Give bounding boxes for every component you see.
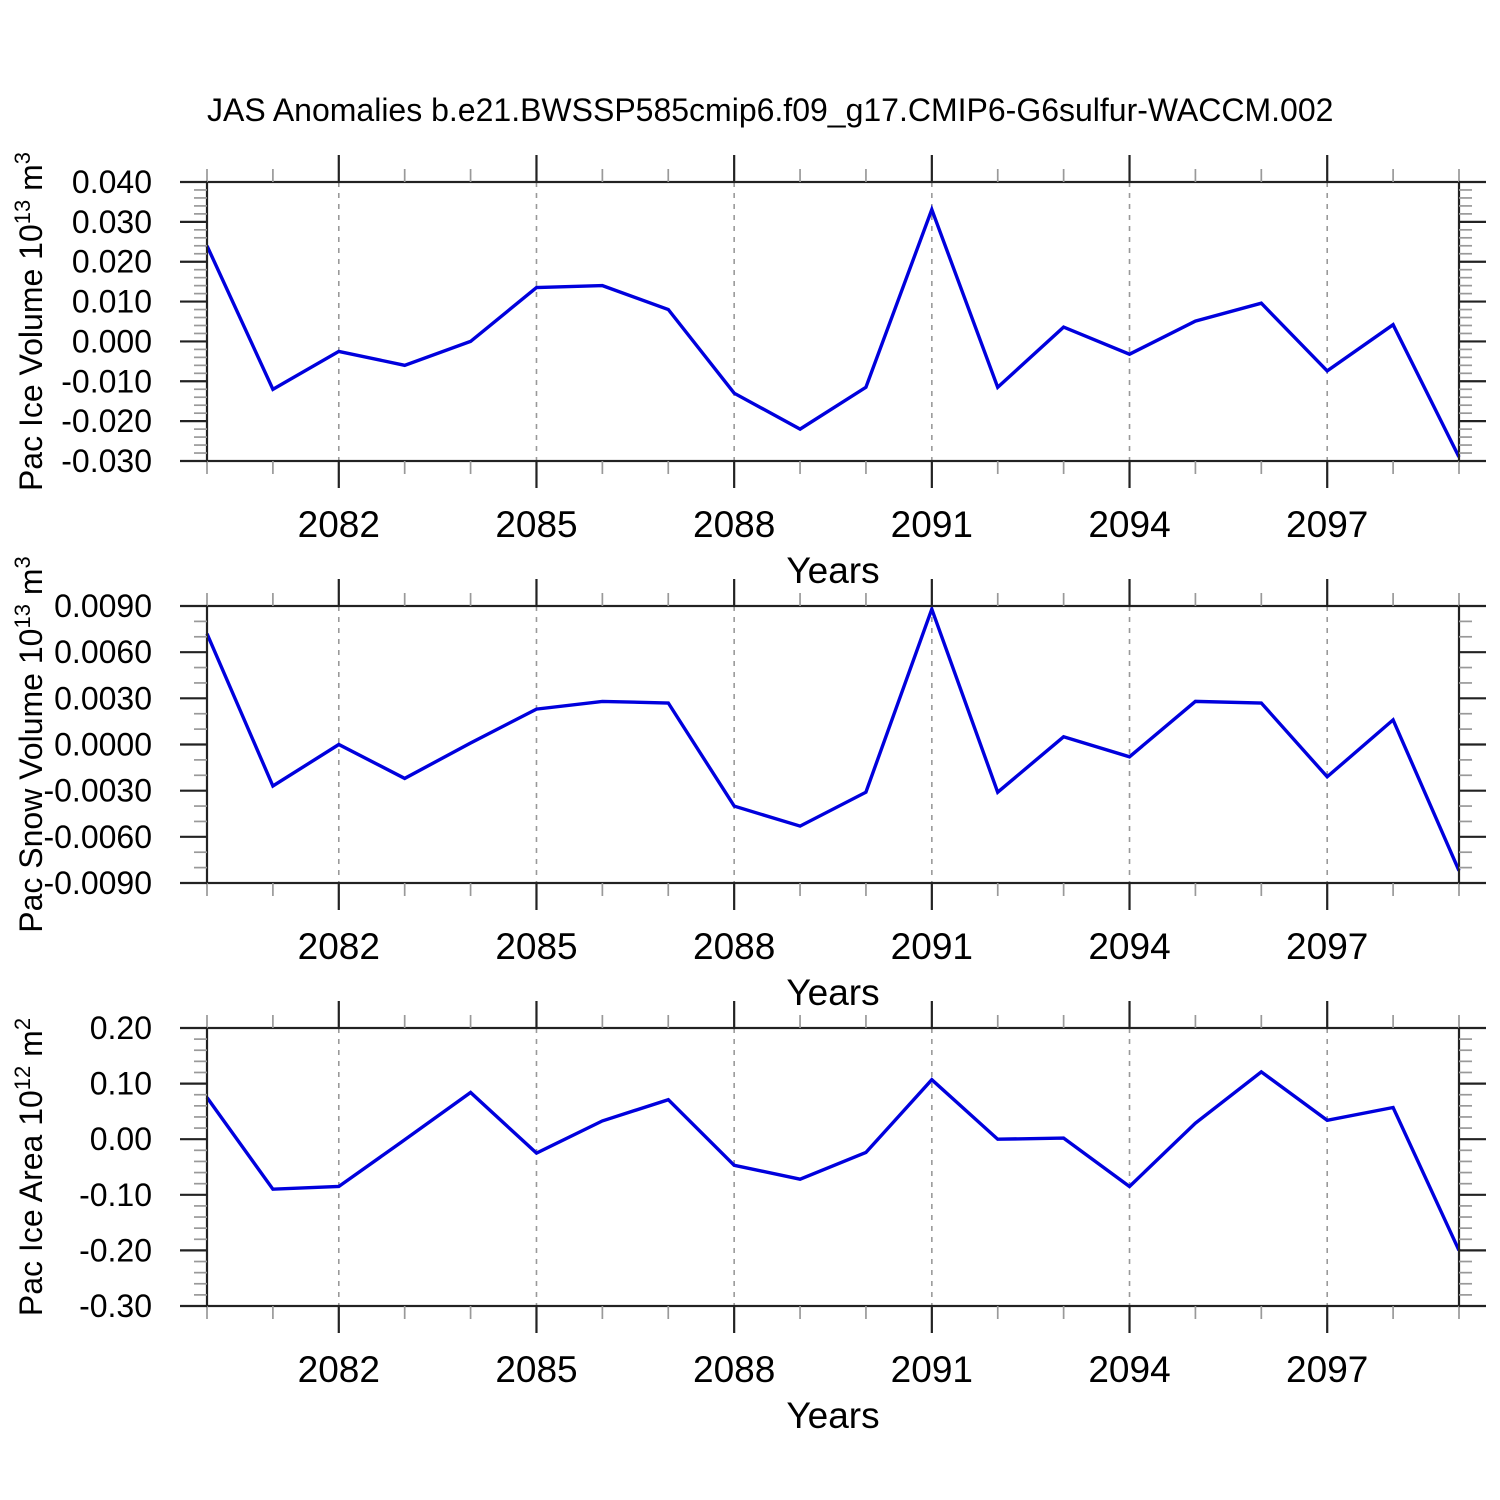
x-tick-label: 2082 [298, 926, 380, 967]
y-tick-label: -0.0060 [43, 819, 152, 855]
y-axis-title: Pac Snow Volume 1013 m3 [10, 556, 49, 932]
panel-pac-snow-volume: 0.0090 0.0060 0.0030 0.0000 -0.0030 -0.0060 -0… [10, 556, 1486, 1013]
x-tick-label: 2097 [1286, 504, 1368, 545]
x-axis-title: Years [786, 972, 879, 1013]
y-axis-title: Pac Ice Volume 1013 m3 [10, 152, 49, 491]
data-line-pac-ice-volume [205, 204, 1461, 458]
y-tick-label: 0.20 [90, 1010, 152, 1046]
y-tick-label: -0.20 [79, 1232, 152, 1268]
y-tick-label: 0.0000 [54, 727, 152, 763]
x-tick-label: 2094 [1088, 504, 1170, 545]
y-tick-label: 0.10 [90, 1066, 152, 1102]
x-tick-label: 2091 [891, 926, 973, 967]
plot-frame [205, 180, 1461, 463]
x-tick-label: 2088 [693, 504, 775, 545]
y-tick-label: -0.10 [79, 1177, 152, 1213]
data-line-pac-snow-volume [205, 604, 1461, 872]
y-tick-label: 0.0090 [54, 588, 152, 624]
x-tick-label: 2097 [1286, 1349, 1368, 1390]
x-tick-label: 2085 [495, 926, 577, 967]
x-tick-label: 2088 [693, 926, 775, 967]
y-tick-label: 0.000 [72, 323, 152, 359]
y-tick-label: -0.010 [61, 363, 152, 399]
x-tick-label: 2088 [693, 1349, 775, 1390]
y-tick-label: -0.0030 [43, 773, 152, 809]
y-tick-label: 0.010 [72, 284, 152, 320]
x-tick-label: 2094 [1088, 1349, 1170, 1390]
data-line-pac-ice-area [205, 1069, 1461, 1252]
x-tick-label: 2091 [891, 504, 973, 545]
x-tick-label: 2082 [298, 1349, 380, 1390]
y-tick-label: -0.030 [61, 443, 152, 479]
y-tick-label: 0.030 [72, 204, 152, 240]
x-tick-label: 2085 [495, 504, 577, 545]
x-axis-title: Years [786, 1395, 879, 1436]
y-tick-label: -0.0090 [43, 865, 152, 901]
x-tick-label: 2082 [298, 504, 380, 545]
plot-frame [205, 604, 1461, 885]
y-tick-label: 0.0060 [54, 634, 152, 670]
figure-title: JAS Anomalies b.e21.BWSSP585cmip6.f09_g1… [207, 92, 1334, 128]
x-tick-label: 2097 [1286, 926, 1368, 967]
y-tick-label: -0.020 [61, 403, 152, 439]
y-tick-label: 0.040 [72, 164, 152, 200]
y-tick-label: 0.00 [90, 1121, 152, 1157]
y-tick-label: 0.020 [72, 244, 152, 280]
x-tick-label: 2085 [495, 1349, 577, 1390]
plot-frame [205, 1026, 1461, 1308]
x-axis-title: Years [786, 550, 879, 591]
y-axis-title: Pac Ice Area 1012 m2 [10, 1018, 49, 1316]
y-tick-label: 0.0030 [54, 680, 152, 716]
y-tick-label: -0.30 [79, 1288, 152, 1324]
panel-pac-ice-area: 0.20 0.10 0.00 -0.10 -0.20 -0.30 2082 2085 2088 2… [10, 1001, 1486, 1436]
x-tick-label: 2091 [891, 1349, 973, 1390]
x-tick-label: 2094 [1088, 926, 1170, 967]
